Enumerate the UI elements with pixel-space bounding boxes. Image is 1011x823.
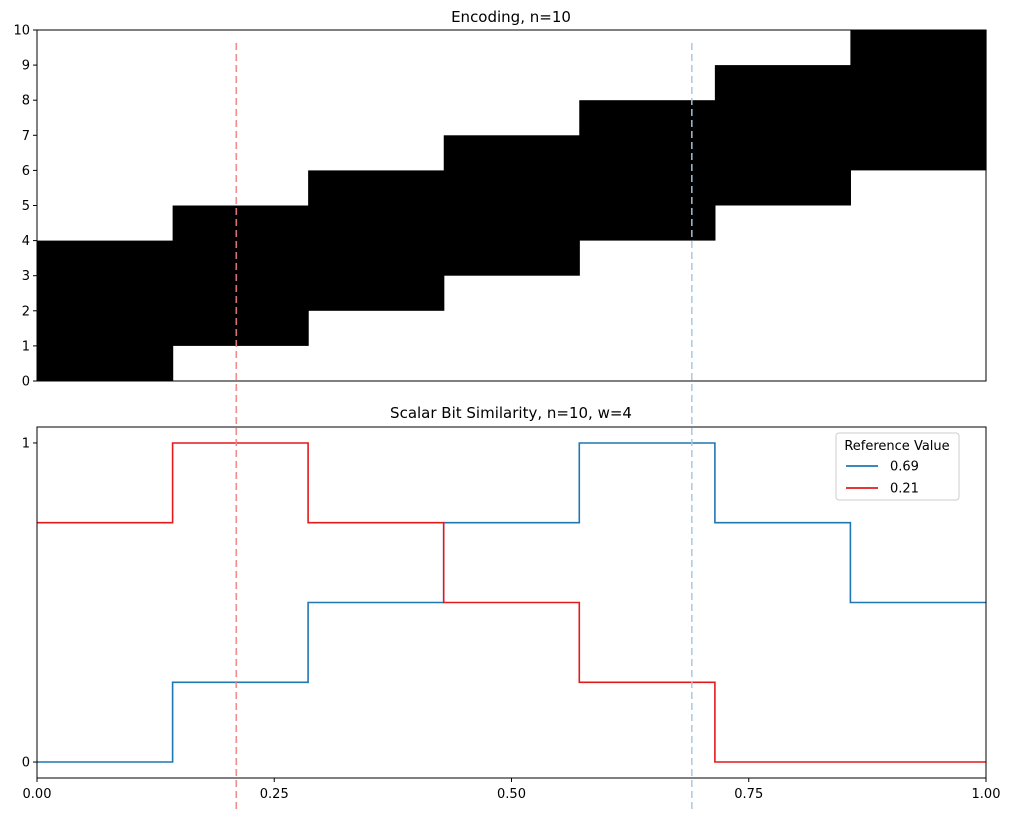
encoding-y-tick-label: 5 <box>22 199 30 214</box>
legend: Reference Value 0.69 0.21 <box>835 432 960 501</box>
legend-items: 0.69 0.21 <box>846 460 919 497</box>
encoding-y-tick-label: 4 <box>22 234 30 249</box>
encoding-y-ticks: 0 1 2 3 4 5 6 7 8 9 10 <box>13 24 37 390</box>
legend-label-0.69: 0.69 <box>890 460 919 475</box>
similarity-x-tick-label: 0.25 <box>260 787 289 802</box>
encoding-y-tick-label: 10 <box>13 24 30 39</box>
similarity-panel: Scalar Bit Similarity, n=10, w=4 01 0.00… <box>22 404 1001 802</box>
encoding-y-tick-label: 1 <box>22 339 30 354</box>
series-line-0.69 <box>37 442 986 763</box>
encoding-y-tick-label: 3 <box>22 269 30 284</box>
encoding-bucket-5 <box>714 65 851 206</box>
similarity-axes-frame <box>36 426 987 779</box>
encoding-y-tick-label: 2 <box>22 304 30 319</box>
reference-lines <box>235 43 693 813</box>
encoding-panel: Encoding, n=10 0 1 2 3 4 5 6 7 8 9 10 <box>13 8 987 390</box>
encoding-bucket-3 <box>443 135 580 276</box>
legend-label-0.21: 0.21 <box>890 482 919 497</box>
similarity-y-tick-label: 0 <box>22 756 30 771</box>
similarity-title: Scalar Bit Similarity, n=10, w=4 <box>390 404 632 422</box>
similarity-x-tick-label: 0.50 <box>497 787 526 802</box>
similarity-lines <box>37 442 986 763</box>
series-line-0.21 <box>37 442 986 763</box>
encoding-bucket-6 <box>850 30 987 171</box>
encoding-y-tick-label: 0 <box>22 375 30 390</box>
similarity-y-ticks: 01 <box>22 436 37 771</box>
similarity-x-ticks: 0.00 0.25 0.50 0.75 1.00 <box>23 778 1001 802</box>
similarity-x-tick-label: 0.00 <box>23 787 52 802</box>
encoding-y-tick-label: 6 <box>22 164 30 179</box>
encoding-y-tick-label: 9 <box>22 59 30 74</box>
encoding-y-tick-label: 7 <box>22 129 30 144</box>
encoding-bucket-1 <box>172 205 309 346</box>
legend-title: Reference Value <box>844 439 949 454</box>
encoding-bucket-0 <box>37 240 174 381</box>
similarity-y-tick-label: 1 <box>22 436 30 451</box>
similarity-x-tick-label: 0.75 <box>734 787 763 802</box>
encoding-bucket-4 <box>579 100 716 241</box>
encoding-bars <box>37 30 987 381</box>
encoding-bucket-2 <box>308 170 445 311</box>
encoding-title: Encoding, n=10 <box>451 8 571 26</box>
encoding-axes-frame <box>36 29 987 382</box>
encoding-y-tick-label: 8 <box>22 94 30 109</box>
legend-box <box>835 432 960 501</box>
similarity-x-tick-label: 1.00 <box>972 787 1001 802</box>
